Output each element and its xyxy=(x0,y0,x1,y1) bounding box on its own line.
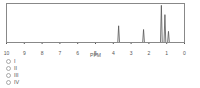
svg-text:3: 3 xyxy=(130,50,133,56)
svg-text:9: 9 xyxy=(23,50,26,56)
svg-text:7: 7 xyxy=(59,50,62,56)
html-text:IV: IV xyxy=(14,79,20,85)
html-text:III: III xyxy=(14,72,19,78)
html-text:I: I xyxy=(14,58,16,64)
svg-text:6: 6 xyxy=(76,50,79,56)
svg-text:2: 2 xyxy=(148,50,151,56)
svg-text:4: 4 xyxy=(112,50,115,56)
svg-text:0: 0 xyxy=(183,50,186,56)
html-text:II: II xyxy=(14,65,18,71)
svg-text:1: 1 xyxy=(165,50,168,56)
svg-text:10: 10 xyxy=(4,50,10,56)
svg-text:8: 8 xyxy=(41,50,44,56)
svg-text:PPM: PPM xyxy=(90,52,101,58)
